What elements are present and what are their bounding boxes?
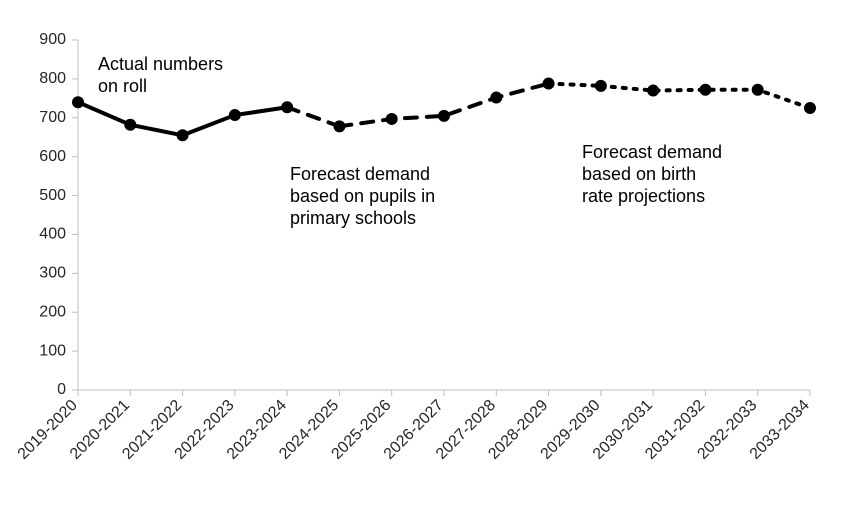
- data-marker: [804, 102, 816, 114]
- data-marker: [595, 80, 607, 92]
- data-marker: [281, 101, 293, 113]
- annotation-a1: Actual numberson roll: [98, 54, 223, 96]
- data-marker: [229, 109, 241, 121]
- annotation-line: primary schools: [290, 208, 416, 228]
- y-tick-label: 400: [39, 226, 66, 243]
- y-tick-label: 300: [39, 265, 66, 282]
- line-chart: 01002003004005006007008009002019-2020202…: [0, 0, 850, 510]
- annotation-line: Actual numbers: [98, 54, 223, 74]
- annotation-line: on roll: [98, 76, 147, 96]
- annotation-line: rate projections: [582, 186, 705, 206]
- annotation-a3: Forecast demandbased on birthrate projec…: [582, 142, 722, 206]
- y-tick-label: 700: [39, 109, 66, 126]
- series-bridge: [287, 107, 339, 126]
- y-tick-label: 100: [39, 342, 66, 359]
- y-tick-label: 200: [39, 303, 66, 320]
- data-marker: [752, 84, 764, 96]
- data-marker: [699, 84, 711, 96]
- data-marker: [490, 92, 502, 104]
- y-tick-label: 800: [39, 70, 66, 87]
- y-tick-label: 500: [39, 187, 66, 204]
- data-marker: [543, 78, 555, 90]
- data-marker: [177, 129, 189, 141]
- annotation-line: Forecast demand: [290, 164, 430, 184]
- data-marker: [124, 119, 136, 131]
- annotation-a2: Forecast demandbased on pupils inprimary…: [290, 164, 435, 228]
- y-tick-label: 600: [39, 148, 66, 165]
- data-marker: [647, 85, 659, 97]
- series-bridge: [549, 84, 601, 86]
- data-marker: [72, 96, 84, 108]
- data-marker: [386, 113, 398, 125]
- chart-svg: 01002003004005006007008009002019-2020202…: [0, 0, 850, 510]
- annotation-line: based on birth: [582, 164, 696, 184]
- y-tick-label: 900: [39, 31, 66, 48]
- annotation-line: based on pupils in: [290, 186, 435, 206]
- y-tick-label: 0: [57, 381, 66, 398]
- annotation-line: Forecast demand: [582, 142, 722, 162]
- data-marker: [333, 120, 345, 132]
- data-marker: [438, 110, 450, 122]
